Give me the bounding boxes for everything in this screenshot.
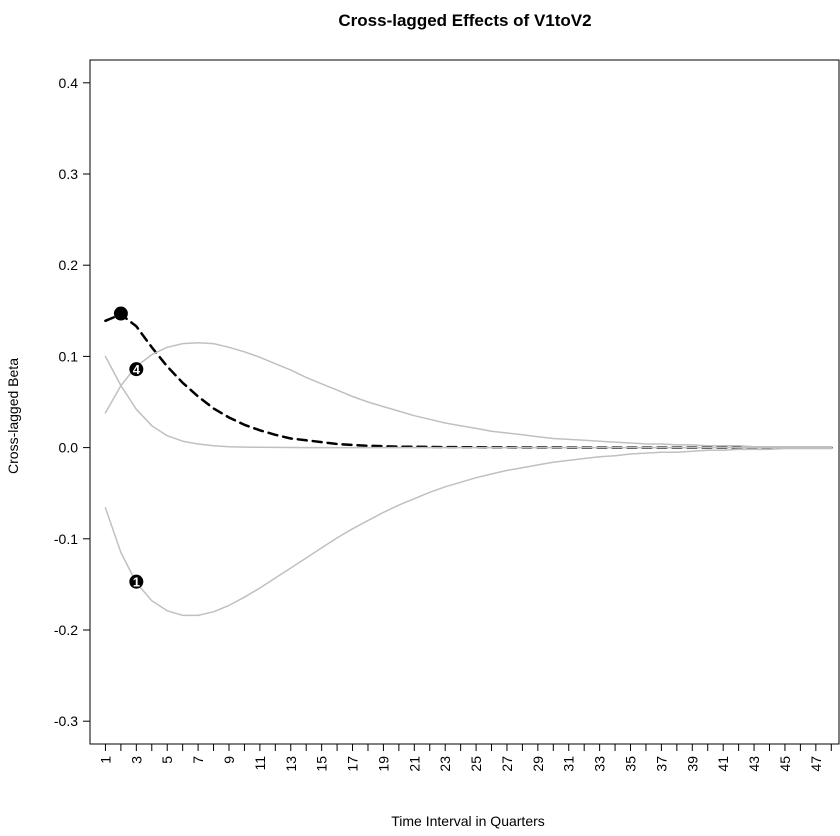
x-tick-label: 33 xyxy=(592,756,608,772)
x-tick-label: 5 xyxy=(159,756,175,764)
x-tick-label: 19 xyxy=(375,756,391,772)
data-point-marker xyxy=(129,362,144,377)
y-tick-label: 0.0 xyxy=(59,440,79,456)
x-tick-label: 17 xyxy=(345,756,361,772)
y-axis-label: Cross-lagged Beta xyxy=(5,358,21,474)
x-tick-label: 7 xyxy=(190,756,206,764)
chart-title: Cross-lagged Effects of V1toV2 xyxy=(338,11,591,30)
series-layer xyxy=(104,313,833,617)
x-tick-label: 29 xyxy=(530,756,546,772)
marker-label: 4 xyxy=(133,362,141,377)
x-axis-label: Time Interval in Quarters xyxy=(391,813,545,829)
y-tick-label: 0.2 xyxy=(59,257,79,273)
x-tick-label: 39 xyxy=(684,756,700,772)
x-tick-label: 41 xyxy=(715,756,731,772)
marker-label: 1 xyxy=(133,575,140,590)
y-tick-label: 0.1 xyxy=(59,348,79,364)
marker-layer: 41 xyxy=(113,306,144,590)
x-axis: 1 3 5 7 9 11 13 15 17 19 21 23 25 27 29 31 33 35 37 39 41 43 4… xyxy=(97,744,832,772)
x-tick-label: 37 xyxy=(653,756,669,772)
x-tick-label: 23 xyxy=(437,756,453,772)
y-tick-label: 0.4 xyxy=(59,75,79,91)
x-tick-label: 13 xyxy=(283,756,299,772)
x-tick-label: 11 xyxy=(252,756,268,771)
x-tick-label: 31 xyxy=(561,756,577,772)
x-tick-label: 15 xyxy=(314,756,330,772)
series-line-4 xyxy=(104,447,833,617)
data-point-marker xyxy=(129,574,144,589)
series-line-3 xyxy=(104,341,833,448)
x-tick-label: 25 xyxy=(468,756,484,772)
y-tick-label: 0.3 xyxy=(59,166,79,182)
x-tick-label: 9 xyxy=(221,756,237,764)
x-tick-label: 35 xyxy=(623,756,639,772)
plot-frame xyxy=(89,59,840,745)
x-tick-label: 1 xyxy=(97,756,113,764)
series-line-2 xyxy=(104,355,833,449)
y-axis: -0.3 -0.2 -0.1 0.0 0.1 0.2 0.3 0.4 xyxy=(54,75,90,729)
y-tick-label: -0.3 xyxy=(54,713,78,729)
data-point-marker xyxy=(113,306,128,321)
x-tick-label: 45 xyxy=(777,756,793,772)
x-tick-label: 21 xyxy=(406,756,422,772)
x-tick-label: 3 xyxy=(128,756,144,764)
x-tick-label: 27 xyxy=(499,756,515,772)
x-tick-label: 43 xyxy=(746,756,762,772)
y-tick-label: -0.2 xyxy=(54,622,78,638)
y-tick-label: -0.1 xyxy=(54,531,78,547)
x-tick-label: 47 xyxy=(808,756,824,772)
